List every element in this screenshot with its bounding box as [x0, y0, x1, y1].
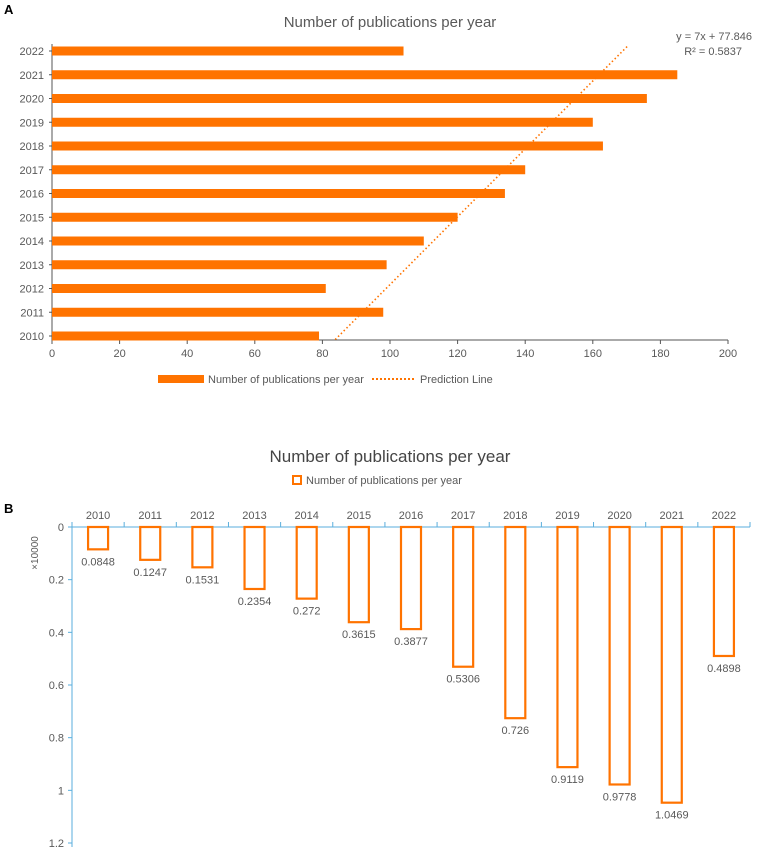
data-label-b: 0.0848: [81, 556, 115, 568]
x-tick-label-b: 2020: [607, 510, 631, 522]
data-label-b: 0.5306: [446, 674, 480, 686]
x-tick-label-b: 2016: [399, 510, 423, 522]
x-tick-label-b: 2013: [242, 510, 266, 522]
x-tick-label-b: 2018: [503, 510, 527, 522]
bar-b-2017: [452, 525, 475, 668]
bar-a-2010: [52, 331, 320, 341]
y-tick-label-a: 2012: [20, 284, 44, 296]
y-tick-label-a: 2014: [20, 236, 44, 248]
data-label-b: 0.272: [293, 606, 321, 618]
x-tick-label-b: 2010: [86, 510, 110, 522]
bar-b-2015: [347, 525, 370, 624]
trendline-equation: y = 7x + 77.846: [676, 31, 752, 43]
y-tick-label-a: 2019: [20, 117, 44, 129]
data-label-b: 0.9778: [603, 791, 637, 803]
data-label-b: 0.1531: [186, 574, 220, 586]
chart-b-ylabel: ×10000: [30, 536, 41, 570]
x-tick-label-a: 180: [651, 348, 669, 360]
legend-b-label: Number of publications per year: [306, 475, 462, 487]
x-tick-label-a: 160: [584, 348, 602, 360]
x-tick-label-a: 200: [719, 348, 737, 360]
panel-label-a: A: [4, 2, 14, 17]
x-tick-label-a: 20: [113, 348, 125, 360]
bar-a-2014: [52, 236, 424, 246]
x-tick-label-b: 2011: [138, 510, 162, 522]
data-label-b: 1.0469: [655, 810, 689, 822]
x-tick-label-a: 100: [381, 348, 399, 360]
x-tick-label-a: 40: [181, 348, 193, 360]
data-label-b: 0.1247: [133, 567, 167, 579]
bar-b-2013: [243, 525, 266, 591]
bar-b-2018: [504, 525, 527, 720]
y-tick-label-a: 2021: [20, 70, 44, 82]
x-tick-label-a: 0: [49, 348, 55, 360]
bar-a-2022: [52, 46, 404, 56]
bar-a-2015: [52, 212, 458, 222]
chart-a-title: Number of publications per year: [284, 14, 497, 31]
data-label-b: 0.3877: [394, 636, 428, 648]
y-tick-label-b: 1.2: [49, 838, 64, 849]
prediction-line: [334, 45, 628, 341]
bar-a-2019: [52, 117, 593, 127]
x-tick-label-a: 140: [516, 348, 534, 360]
bar-b-2021: [660, 525, 683, 804]
y-tick-label-a: 2013: [20, 260, 44, 272]
x-tick-label-b: 2017: [451, 510, 475, 522]
legend-b-swatch: [292, 475, 302, 485]
bar-a-2011: [52, 307, 384, 317]
data-label-b: 0.2354: [238, 596, 272, 608]
x-tick-label-b: 2012: [190, 510, 214, 522]
y-tick-label-b: 0.4: [49, 627, 64, 639]
bar-b-2011: [139, 525, 162, 561]
x-tick-label-b: 2015: [347, 510, 371, 522]
bar-a-2017: [52, 165, 526, 175]
y-tick-label-a: 2017: [20, 165, 44, 177]
data-label-b: 0.9119: [551, 774, 584, 786]
y-tick-label-a: 2018: [20, 141, 44, 153]
bar-a-2012: [52, 284, 326, 293]
legend-a-bar-swatch: [158, 375, 204, 383]
x-tick-label-a: 80: [316, 348, 328, 360]
x-tick-label-b: 2014: [294, 510, 318, 522]
y-tick-label-b: 0: [58, 522, 64, 534]
x-tick-label-b: 2022: [712, 510, 736, 522]
x-tick-label-a: 60: [249, 348, 261, 360]
legend-a-bar-label: Number of publications per year: [208, 374, 364, 386]
bar-b-2019: [556, 525, 579, 769]
bar-b-2022: [712, 525, 736, 658]
bar-b-2016: [399, 525, 423, 631]
y-tick-label-a: 2015: [20, 212, 44, 224]
bar-b-2020: [608, 525, 631, 786]
y-tick-label-a: 2011: [20, 307, 44, 319]
y-tick-label-b: 0.2: [49, 575, 64, 587]
y-tick-label-b: 0.6: [49, 680, 64, 692]
bar-b-2012: [191, 525, 214, 569]
panel-label-b: B: [4, 501, 13, 516]
y-tick-label-b: 1: [58, 785, 64, 797]
data-label-b: 0.3615: [342, 629, 376, 641]
trendline-r2: R² = 0.5837: [684, 46, 742, 58]
bar-b-2014: [295, 525, 318, 600]
data-label-b: 0.4898: [707, 663, 741, 675]
y-tick-label-a: 2022: [20, 46, 44, 58]
x-tick-label-b: 2019: [555, 510, 579, 522]
x-tick-label-b: 2021: [660, 510, 684, 522]
bar-a-2013: [52, 260, 387, 270]
y-tick-label-a: 2016: [20, 189, 44, 201]
legend-a-trend-label: Prediction Line: [420, 374, 493, 386]
y-tick-label-a: 2020: [20, 94, 44, 106]
data-label-b: 0.726: [502, 725, 530, 737]
bar-a-2018: [52, 141, 603, 151]
y-tick-label-a: 2010: [20, 331, 44, 343]
y-tick-label-b: 0.8: [49, 733, 64, 745]
x-tick-label-a: 120: [448, 348, 466, 360]
bar-a-2020: [52, 94, 647, 103]
bar-b-2010: [86, 525, 110, 551]
bar-a-2021: [52, 70, 678, 80]
chart-b-title: Number of publications per year: [270, 447, 511, 466]
bar-a-2016: [52, 189, 505, 198]
